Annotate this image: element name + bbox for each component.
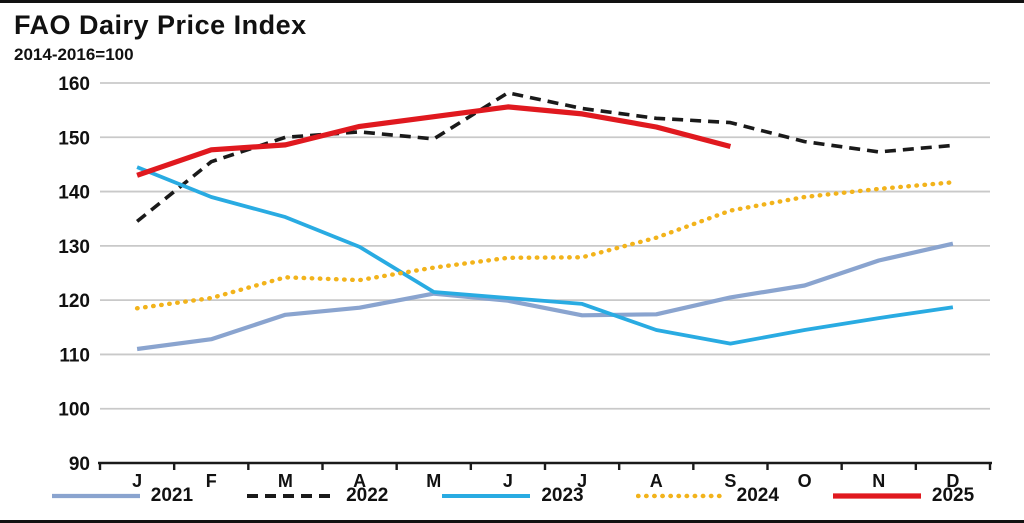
x-axis-tick-label: M <box>426 471 441 491</box>
y-axis-tick-label: 140 <box>58 183 90 204</box>
x-axis-tick-label: O <box>798 471 812 491</box>
legend-label-2022: 2022 <box>346 485 389 506</box>
legend-label-2025: 2025 <box>931 485 975 506</box>
legend-line-sample-2022 <box>247 494 336 498</box>
series-line-2023 <box>136 165 954 346</box>
legend-line-sample-2023 <box>442 494 531 498</box>
x-axis-tick-label: J <box>132 471 142 491</box>
series-line-2024 <box>134 180 956 311</box>
legend-line-sample-2025 <box>832 493 921 499</box>
chart-title: FAO Dairy Price Index <box>14 10 307 40</box>
legend-label-2023: 2023 <box>541 485 584 506</box>
x-axis-tick-label: A <box>650 471 663 491</box>
series-line-2025 <box>136 104 732 178</box>
legend-label-2021: 2021 <box>150 485 194 506</box>
bottom-border <box>0 520 1024 523</box>
x-axis-tick-label: N <box>872 471 885 491</box>
x-axis-tick-label: D <box>946 471 959 491</box>
legend-item-2023: 2023 <box>440 485 584 507</box>
legend-line-sample-2024 <box>635 493 728 499</box>
x-axis-tick-label: J <box>577 471 587 491</box>
x-axis-tick-label: J <box>503 471 513 491</box>
top-border <box>0 0 1024 3</box>
y-axis-tick-label: 160 <box>58 74 90 95</box>
y-axis-tick-label: 150 <box>58 128 90 149</box>
legend-item-2025: 2025 <box>831 485 974 507</box>
series-line-2021 <box>136 241 954 352</box>
y-axis-tick-label: 110 <box>59 345 90 366</box>
y-axis-tick-label: 100 <box>58 400 90 421</box>
series-line-2022 <box>135 91 954 223</box>
y-axis-tick-label: 130 <box>58 237 90 258</box>
x-axis-tick-label: M <box>278 471 293 491</box>
y-axis-tick-label: 90 <box>69 454 90 475</box>
legend-item-2022: 2022 <box>245 485 388 507</box>
x-axis-tick-label: S <box>724 471 736 491</box>
chart-subtitle: 2014-2016=100 <box>14 45 134 64</box>
legend-label-2024: 2024 <box>736 485 779 506</box>
legend-item-2021: 2021 <box>50 485 193 507</box>
legend-item-2024: 2024 <box>635 485 779 507</box>
y-axis-tick-label: 120 <box>58 291 90 312</box>
x-axis-tick-label: A <box>353 471 366 491</box>
legend-line-sample-2021 <box>51 493 140 499</box>
x-axis-tick-label: F <box>206 471 217 491</box>
chart-legend: 2021 2022 2023 2024 2025 <box>0 485 1024 507</box>
